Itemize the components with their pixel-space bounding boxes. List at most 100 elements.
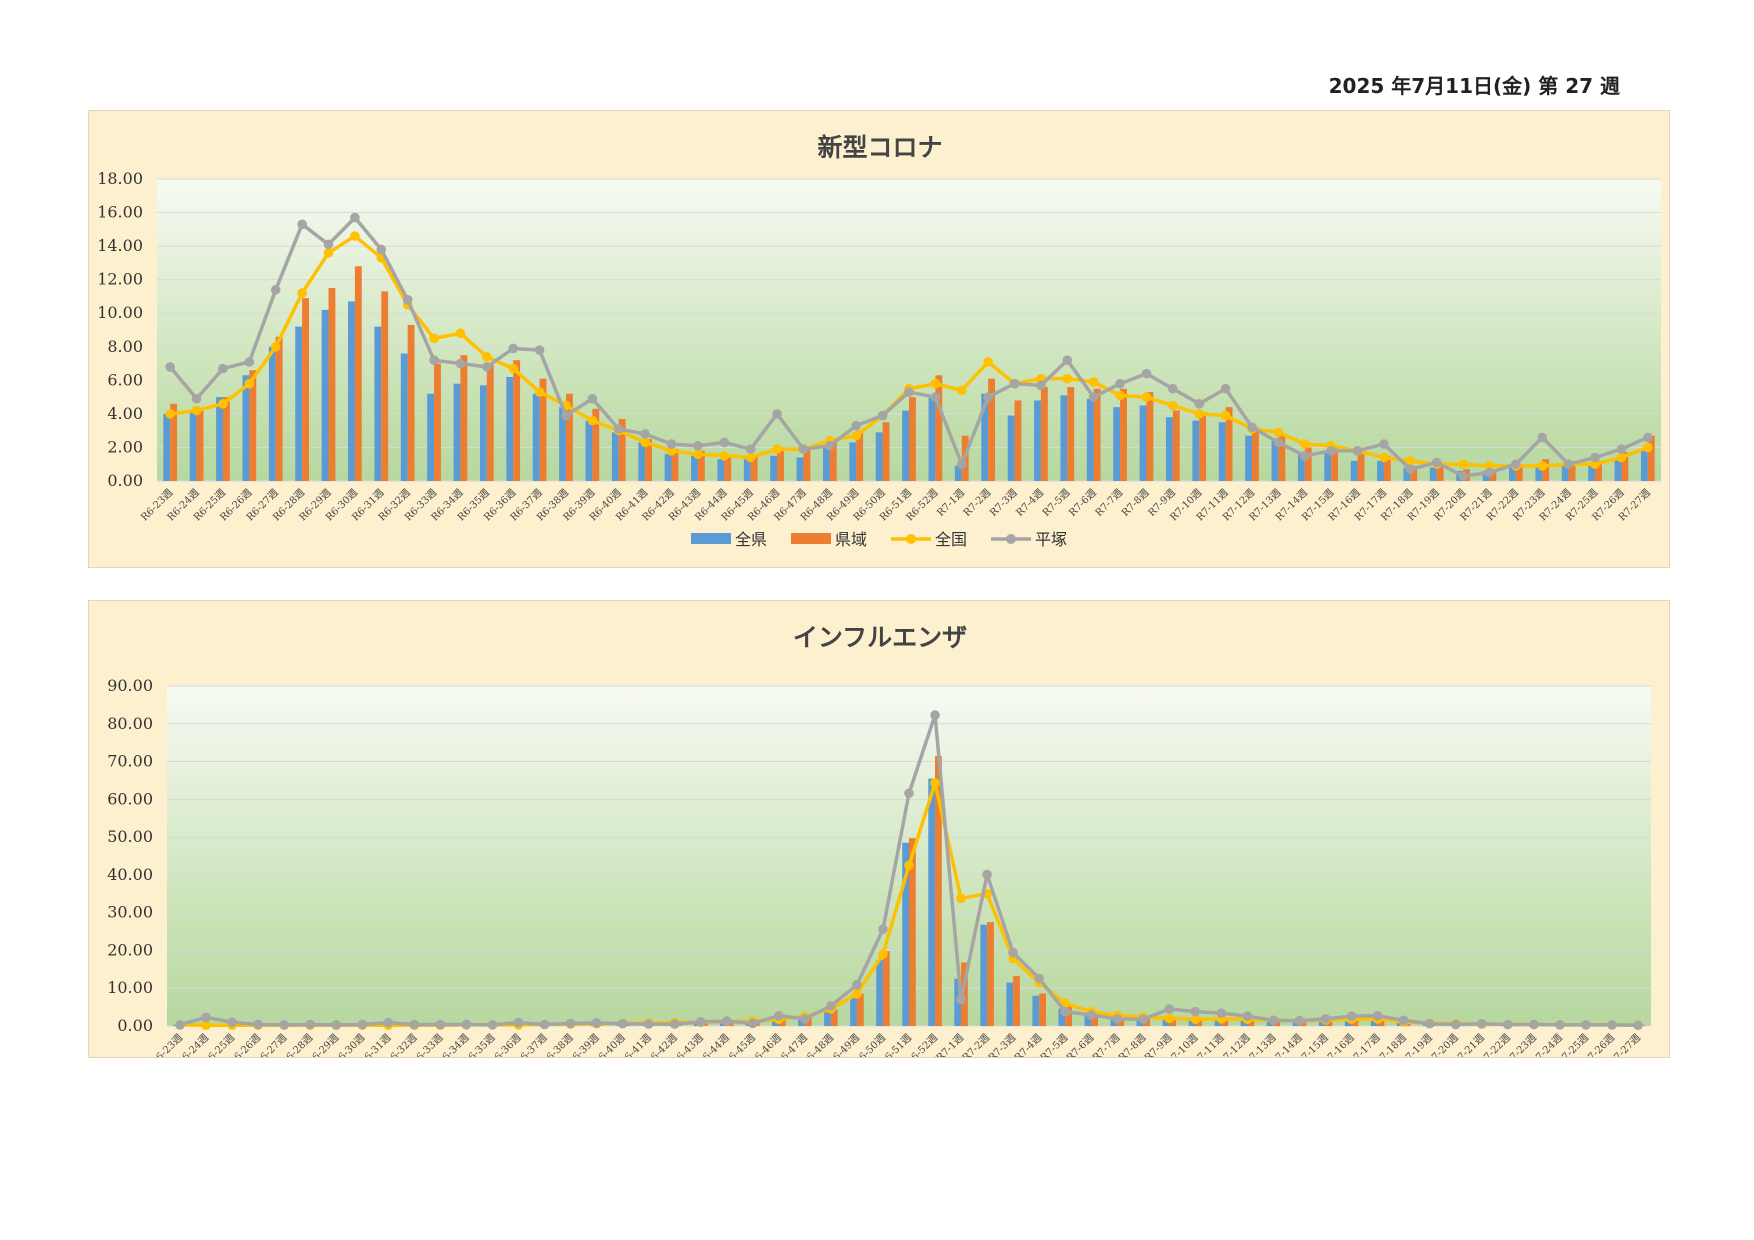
covid-bar-zenken — [717, 459, 725, 481]
flu-bar-kenjo — [1247, 1019, 1255, 1026]
flu-point-hiratsuka — [852, 980, 862, 990]
covid-bar-kenjo — [302, 298, 309, 481]
covid-bar-zenken — [1271, 440, 1279, 481]
covid-point-hiratsuka — [1168, 383, 1178, 394]
flu-y-tick-label: 50.00 — [107, 827, 153, 846]
flu-bar-zenken — [1058, 1008, 1066, 1026]
covid-x-tick-label: R7-4週 — [1014, 487, 1046, 519]
flu-bar-kenjo — [961, 962, 968, 1026]
covid-point-hiratsuka — [1537, 432, 1548, 443]
flu-y-tick-label: 60.00 — [107, 789, 153, 808]
covid-bar-zenken — [1350, 460, 1358, 481]
covid-point-hiratsuka — [1405, 464, 1416, 475]
covid-point-hiratsuka — [561, 410, 571, 421]
flu-point-hiratsuka — [1112, 1014, 1123, 1024]
covid-bar-zenken — [1509, 467, 1516, 481]
covid-bar-kenjo — [1304, 447, 1312, 481]
covid-legend-marker — [1006, 534, 1016, 544]
covid-point-zenkoku — [930, 378, 941, 389]
covid-y-tick-label: 12.00 — [97, 270, 143, 289]
covid-chart: 新型コロナ 0.00 2.00 4.00 6.00 8.00 10.00 12.00 14.00… — [97, 133, 1661, 549]
covid-y-tick-label: 18.00 — [97, 169, 143, 188]
covid-point-hiratsuka — [1431, 457, 1442, 468]
covid-bar-kenjo — [1278, 435, 1286, 481]
covid-bar-kenjo — [988, 378, 996, 481]
flu-bar-kenjo — [882, 951, 890, 1026]
flu-bar-kenjo — [1091, 1011, 1099, 1026]
covid-bar-zenken — [532, 393, 540, 481]
covid-point-hiratsuka — [1458, 471, 1468, 481]
covid-bar-zenken — [770, 455, 778, 481]
covid-bar-zenken — [638, 442, 646, 481]
covid-point-hiratsuka — [376, 244, 387, 255]
covid-point-zenkoku — [983, 357, 993, 367]
covid-bar-zenken — [453, 383, 461, 481]
flu-bar-zenken — [1344, 1021, 1352, 1026]
flu-bar-kenjo — [1351, 1021, 1359, 1026]
covid-bar-kenjo — [1199, 412, 1207, 481]
covid-point-hiratsuka — [693, 440, 703, 451]
covid-bar-kenjo — [1120, 388, 1127, 481]
covid-bar-kenjo — [1542, 459, 1550, 481]
flu-bar-zenken — [1318, 1021, 1326, 1026]
covid-point-hiratsuka — [429, 355, 439, 365]
covid-bar-kenjo — [275, 336, 283, 481]
covid-bar-kenjo — [1225, 407, 1233, 481]
flu-point-hiratsuka — [1008, 947, 1018, 958]
flu-bar-kenjo — [1065, 1005, 1072, 1026]
covid-legend-item-hiratsuka: 平塚 — [991, 530, 1067, 549]
covid-point-zenkoku — [745, 452, 756, 463]
flu-bar-kenjo — [1377, 1020, 1385, 1026]
covid-point-hiratsuka — [534, 345, 545, 355]
covid-legend-swatch — [691, 533, 731, 544]
flu-point-hiratsuka — [279, 1020, 289, 1030]
covid-bar-kenjo — [1172, 410, 1180, 481]
covid-legend-item-zenkoku: 全国 — [891, 530, 967, 549]
influenza-chart-panel: インフルエンザ 0.00 10.00 20.00 30.00 40.00 50.00 60.0… — [88, 600, 1670, 1058]
covid-point-zenkoku — [1643, 442, 1653, 453]
covid-bar-kenjo — [196, 408, 204, 481]
covid-legend-label: 全県 — [735, 530, 767, 549]
flu-x-tick-label: R6-23週 — [148, 1032, 185, 1057]
flu-bar-zenken — [1162, 1019, 1170, 1026]
covid-bar-kenjo — [513, 360, 521, 481]
flu-bar-zenken — [876, 959, 883, 1026]
covid-bar-kenjo — [1040, 387, 1048, 481]
covid-legend-swatch — [791, 533, 831, 544]
covid-bar-zenken — [1060, 395, 1068, 481]
flu-point-hiratsuka — [461, 1019, 472, 1030]
covid-point-hiratsuka — [956, 459, 967, 470]
covid-bar-kenjo — [1383, 455, 1391, 481]
covid-bar-kenjo — [328, 288, 336, 481]
flu-point-zenkoku — [956, 893, 966, 904]
covid-point-hiratsuka — [1326, 446, 1336, 456]
covid-point-zenkoku — [640, 437, 650, 448]
flu-point-hiratsuka — [591, 1018, 602, 1028]
covid-point-zenkoku — [1537, 461, 1548, 471]
covid-point-hiratsuka — [640, 429, 650, 439]
flu-point-hiratsuka — [331, 1020, 342, 1030]
flu-point-hiratsuka — [435, 1019, 446, 1030]
covid-point-zenkoku — [1062, 373, 1073, 384]
covid-point-hiratsuka — [983, 392, 993, 402]
covid-point-hiratsuka — [270, 284, 281, 295]
covid-point-hiratsuka — [1141, 368, 1152, 379]
flu-point-hiratsuka — [201, 1012, 211, 1023]
flu-bar-zenken — [1006, 982, 1014, 1026]
covid-bar-zenken — [1007, 415, 1015, 481]
flu-bar-kenjo — [1221, 1019, 1229, 1026]
covid-bar-kenjo — [803, 449, 811, 481]
covid-bar-zenken — [849, 442, 857, 481]
flu-y-tick-label: 10.00 — [107, 978, 153, 997]
covid-bar-zenken — [479, 385, 487, 481]
flu-y-tick-label: 70.00 — [107, 752, 153, 771]
covid-bar-kenjo — [1067, 387, 1075, 481]
covid-bar-zenken — [216, 397, 223, 481]
covid-legend-marker — [906, 534, 916, 544]
flu-bar-kenjo — [1325, 1021, 1333, 1026]
flu-point-hiratsuka — [227, 1017, 237, 1028]
covid-chart-title: 新型コロナ — [817, 133, 942, 162]
covid-bar-zenken — [559, 407, 566, 481]
covid-point-hiratsuka — [1194, 399, 1205, 409]
covid-bar-kenjo — [1014, 400, 1022, 481]
